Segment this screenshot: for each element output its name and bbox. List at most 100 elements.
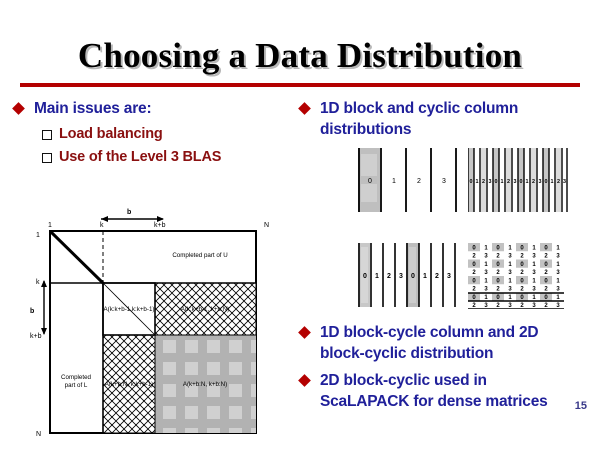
d4-cell: 0 — [472, 278, 476, 284]
d4-cell: 3 — [556, 287, 560, 293]
block-trailing-region — [155, 335, 256, 433]
d4-cell: 2 — [520, 287, 524, 293]
tick-left-kplusb: k+b — [30, 333, 42, 340]
d4-cell: 2 — [496, 287, 500, 293]
left-bullet-list: Main issues are: Load balancing Use of t… — [12, 98, 294, 170]
d4-cell: 0 — [544, 278, 548, 284]
diagram-1d-block-cyclic-column: 0 1 2 3 0 1 2 3 — [358, 243, 458, 312]
block-right-region — [154, 282, 257, 336]
svg-text:2: 2 — [387, 273, 391, 280]
svg-text:3: 3 — [399, 273, 403, 280]
top-span-arrow — [101, 216, 164, 222]
d4-cell: 3 — [508, 254, 512, 260]
d4-cell: 1 — [508, 262, 512, 268]
svg-text:2: 2 — [557, 179, 560, 185]
d4-cell: 3 — [532, 254, 536, 260]
d4-cell: 1 — [556, 245, 560, 251]
label-block-trailing: A(k+b:N, k+b:N) — [183, 381, 227, 388]
svg-text:1: 1 — [476, 179, 479, 185]
d4-cell: 1 — [532, 245, 536, 251]
svg-text:3: 3 — [563, 179, 566, 185]
d1-col-label-0: 0 — [368, 178, 372, 185]
d4-cell: 2 — [472, 270, 476, 276]
svg-text:0: 0 — [411, 273, 415, 280]
d4-cell: 2 — [472, 303, 476, 309]
d4-cell: 0 — [520, 262, 524, 268]
right-top-bullet-list: 1D block and cyclic column distributions — [298, 98, 590, 146]
svg-text:3: 3 — [447, 273, 451, 280]
d4-cell: 3 — [484, 287, 488, 293]
tick-left-N: N — [36, 431, 41, 438]
svg-text:0: 0 — [495, 179, 498, 185]
svg-text:2: 2 — [482, 179, 485, 185]
d4-cell: 3 — [508, 270, 512, 276]
d4-cell: 0 — [520, 278, 524, 284]
d4-cell: 3 — [532, 303, 536, 309]
block-diagonal-line — [102, 282, 156, 336]
d4-cell: 2 — [544, 270, 548, 276]
svg-text:0: 0 — [520, 179, 523, 185]
d4-cell: 0 — [544, 245, 548, 251]
bullet-1d-block-cyclic-column: 1D block and cyclic column distributions — [298, 98, 590, 140]
bullet-label: 1D block and cyclic column distributions — [320, 100, 519, 138]
d4-cell: 3 — [484, 270, 488, 276]
d4-cell: 1 — [508, 278, 512, 284]
svg-text:2: 2 — [435, 273, 439, 280]
sub-bullet-level3-blas: Use of the Level 3 BLAS — [42, 148, 294, 167]
d4-cell: 2 — [496, 303, 500, 309]
label-block-diagonal: A(k:k+b-1,k:k+b-1) — [104, 306, 155, 313]
label-block-right: A(k:k+b-1, k+b:N) — [181, 306, 230, 313]
diamond-bullet-icon — [298, 374, 311, 387]
bullet-label: Main issues are: — [34, 100, 152, 117]
diagram-2d-block-cyclic: 0 1 0 1 0 1 0 1 2 3 2 3 2 3 2 3 0 1 0 1 0 1 0 1 2 3 2 3 2 3 2 3 0 1 0 1 0 1 0 1… — [468, 243, 564, 314]
diamond-bullet-icon — [12, 102, 25, 115]
bullet-label: 1D block-cycle column and 2D block-cycli… — [320, 324, 539, 362]
d4-cell: 3 — [556, 303, 560, 309]
d4-cell: 1 — [556, 295, 560, 301]
d4-cell: 2 — [544, 287, 548, 293]
span-top-label-b: b — [127, 209, 131, 216]
svg-text:1: 1 — [423, 273, 427, 280]
right-bottom-bullet-list: 1D block-cycle column and 2D block-cycli… — [298, 322, 580, 418]
square-bullet-icon — [42, 153, 52, 163]
block-below-region — [102, 334, 156, 434]
d1-col-label-3: 3 — [442, 178, 446, 185]
d4-cell: 0 — [544, 262, 548, 268]
tick-top-N: N — [264, 222, 269, 229]
d4-cell: 0 — [544, 295, 548, 301]
d4-cell: 2 — [496, 270, 500, 276]
d4-cell: 0 — [496, 295, 500, 301]
page-number: 15 — [574, 400, 587, 412]
title-block: Choosing a Data Distribution — [0, 38, 600, 73]
tick-left-k: k — [36, 279, 40, 286]
sub-bullet-load-balancing: Load balancing — [42, 125, 294, 144]
d4-cell: 2 — [520, 254, 524, 260]
d4-cell: 2 — [472, 254, 476, 260]
d4-cell: 1 — [532, 295, 536, 301]
bullet-2d-block-cyclic-scalapack: 2D block-cyclic used in ScaLAPACK for de… — [298, 370, 580, 412]
svg-text:2: 2 — [532, 179, 535, 185]
bullet-label: 2D block-cyclic used in ScaLAPACK for de… — [320, 372, 548, 410]
d4-cell: 1 — [532, 278, 536, 284]
svg-text:1: 1 — [375, 273, 379, 280]
diamond-bullet-icon — [298, 102, 311, 115]
svg-text:0: 0 — [545, 179, 548, 185]
d4-cell: 1 — [484, 278, 488, 284]
square-bullet-icon — [42, 130, 52, 140]
d4-cell: 0 — [472, 245, 476, 251]
d4-cell: 1 — [484, 295, 488, 301]
d4-cell: 3 — [532, 287, 536, 293]
d1-col-label-2: 2 — [417, 178, 421, 185]
d4-cell: 3 — [508, 303, 512, 309]
d4-cell: 2 — [472, 287, 476, 293]
label-completed-l-line1: Completed — [61, 374, 91, 381]
d4-cell: 0 — [472, 295, 476, 301]
d4-cell: 0 — [496, 262, 500, 268]
sub-bullet-label: Use of the Level 3 BLAS — [59, 149, 222, 165]
d1-col-label-1: 1 — [392, 178, 396, 185]
d4-cell: 0 — [496, 278, 500, 284]
d4-cell: 2 — [520, 270, 524, 276]
label-block-below: A(k+b:N, k:k+b-1) — [105, 381, 154, 388]
svg-text:2: 2 — [507, 179, 510, 185]
